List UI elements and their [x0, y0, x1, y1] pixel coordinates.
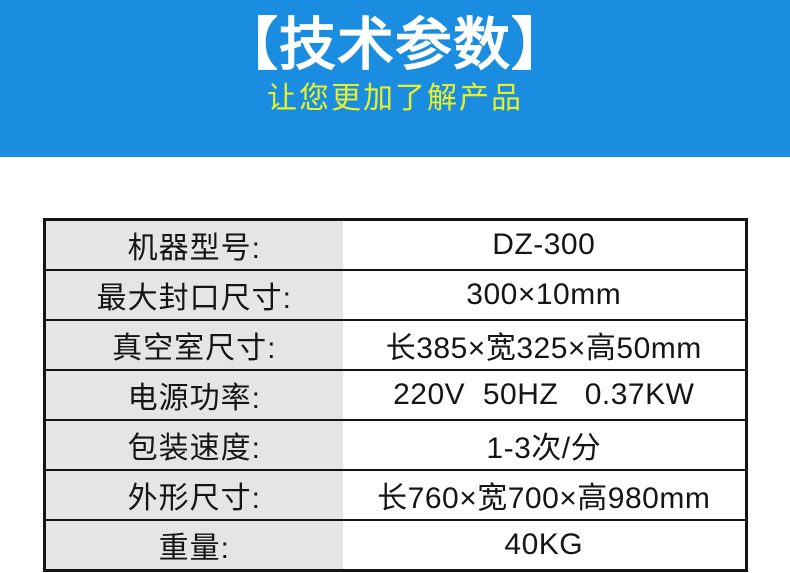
spec-label: 外形尺寸: [44, 469, 343, 520]
spec-label: 真空室尺寸: [44, 319, 343, 370]
spec-value: 长385×宽325×高50mm [343, 319, 746, 370]
spec-label: 包装速度: [44, 419, 343, 470]
header-banner: 【技术参数】 让您更加了解产品 [0, 0, 790, 157]
table-row: 外形尺寸: 长760×宽700×高980mm [44, 469, 746, 520]
spec-table-container: 机器型号: DZ-300 最大封口尺寸: 300×10mm 真空室尺寸: 长38… [0, 157, 790, 572]
spec-label: 最大封口尺寸: [44, 269, 343, 320]
spec-value: 220V 50HZ 0.37KW [343, 369, 746, 420]
table-row: 机器型号: DZ-300 [44, 219, 746, 270]
table-row: 最大封口尺寸: 300×10mm [44, 269, 746, 320]
spec-label: 机器型号: [44, 219, 343, 270]
spec-value: 40KG [343, 519, 746, 571]
spec-value: 长760×宽700×高980mm [343, 469, 746, 520]
table-row: 重量: 40KG [44, 519, 746, 571]
page-subtitle: 让您更加了解产品 [267, 81, 523, 115]
table-row: 包装速度: 1-3次/分 [44, 419, 746, 470]
page-title: 【技术参数】 [221, 13, 569, 77]
spec-table: 机器型号: DZ-300 最大封口尺寸: 300×10mm 真空室尺寸: 长38… [42, 218, 748, 572]
spec-value: 300×10mm [343, 269, 746, 320]
spec-label: 电源功率: [44, 369, 343, 420]
table-row: 电源功率: 220V 50HZ 0.37KW [44, 369, 746, 420]
spec-label: 重量: [44, 519, 343, 571]
spec-value: DZ-300 [343, 219, 746, 270]
table-row: 真空室尺寸: 长385×宽325×高50mm [44, 319, 746, 370]
spec-value: 1-3次/分 [343, 419, 746, 470]
